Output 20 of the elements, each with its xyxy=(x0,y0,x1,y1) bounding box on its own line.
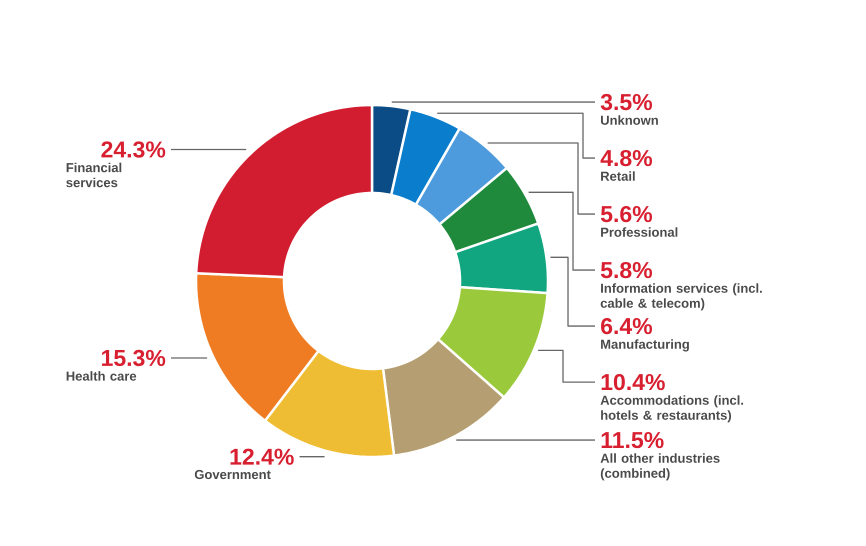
slice-label: Information services (incl. cable & telecom) xyxy=(600,283,762,310)
data-label: 15.3% xyxy=(102,350,166,366)
slice-label: All other industries (combined) xyxy=(600,453,720,480)
slice-label: Retail xyxy=(601,171,635,181)
slice-label: Health care xyxy=(66,371,136,381)
data-label: 11.5% xyxy=(602,432,664,448)
data-label: 6.4% xyxy=(601,318,652,334)
slice-label: Government xyxy=(194,470,271,480)
data-label: 12.4% xyxy=(230,448,294,465)
slice-label: Professional xyxy=(601,227,678,237)
slice-label: Manufacturing xyxy=(601,339,689,352)
slice-label: Financial services xyxy=(66,162,122,188)
data-label: 5.6% xyxy=(600,206,652,222)
slice-label: Unknown xyxy=(600,115,658,125)
data-label: 3.5% xyxy=(600,94,652,110)
slice-label: Accommodations (incl. hotels & restaurants) xyxy=(600,395,744,422)
data-label: 4.8% xyxy=(600,150,652,166)
data-label: 24.3% xyxy=(101,141,166,158)
data-label: 5.8% xyxy=(600,262,652,278)
data-label: 10.4% xyxy=(602,374,665,390)
